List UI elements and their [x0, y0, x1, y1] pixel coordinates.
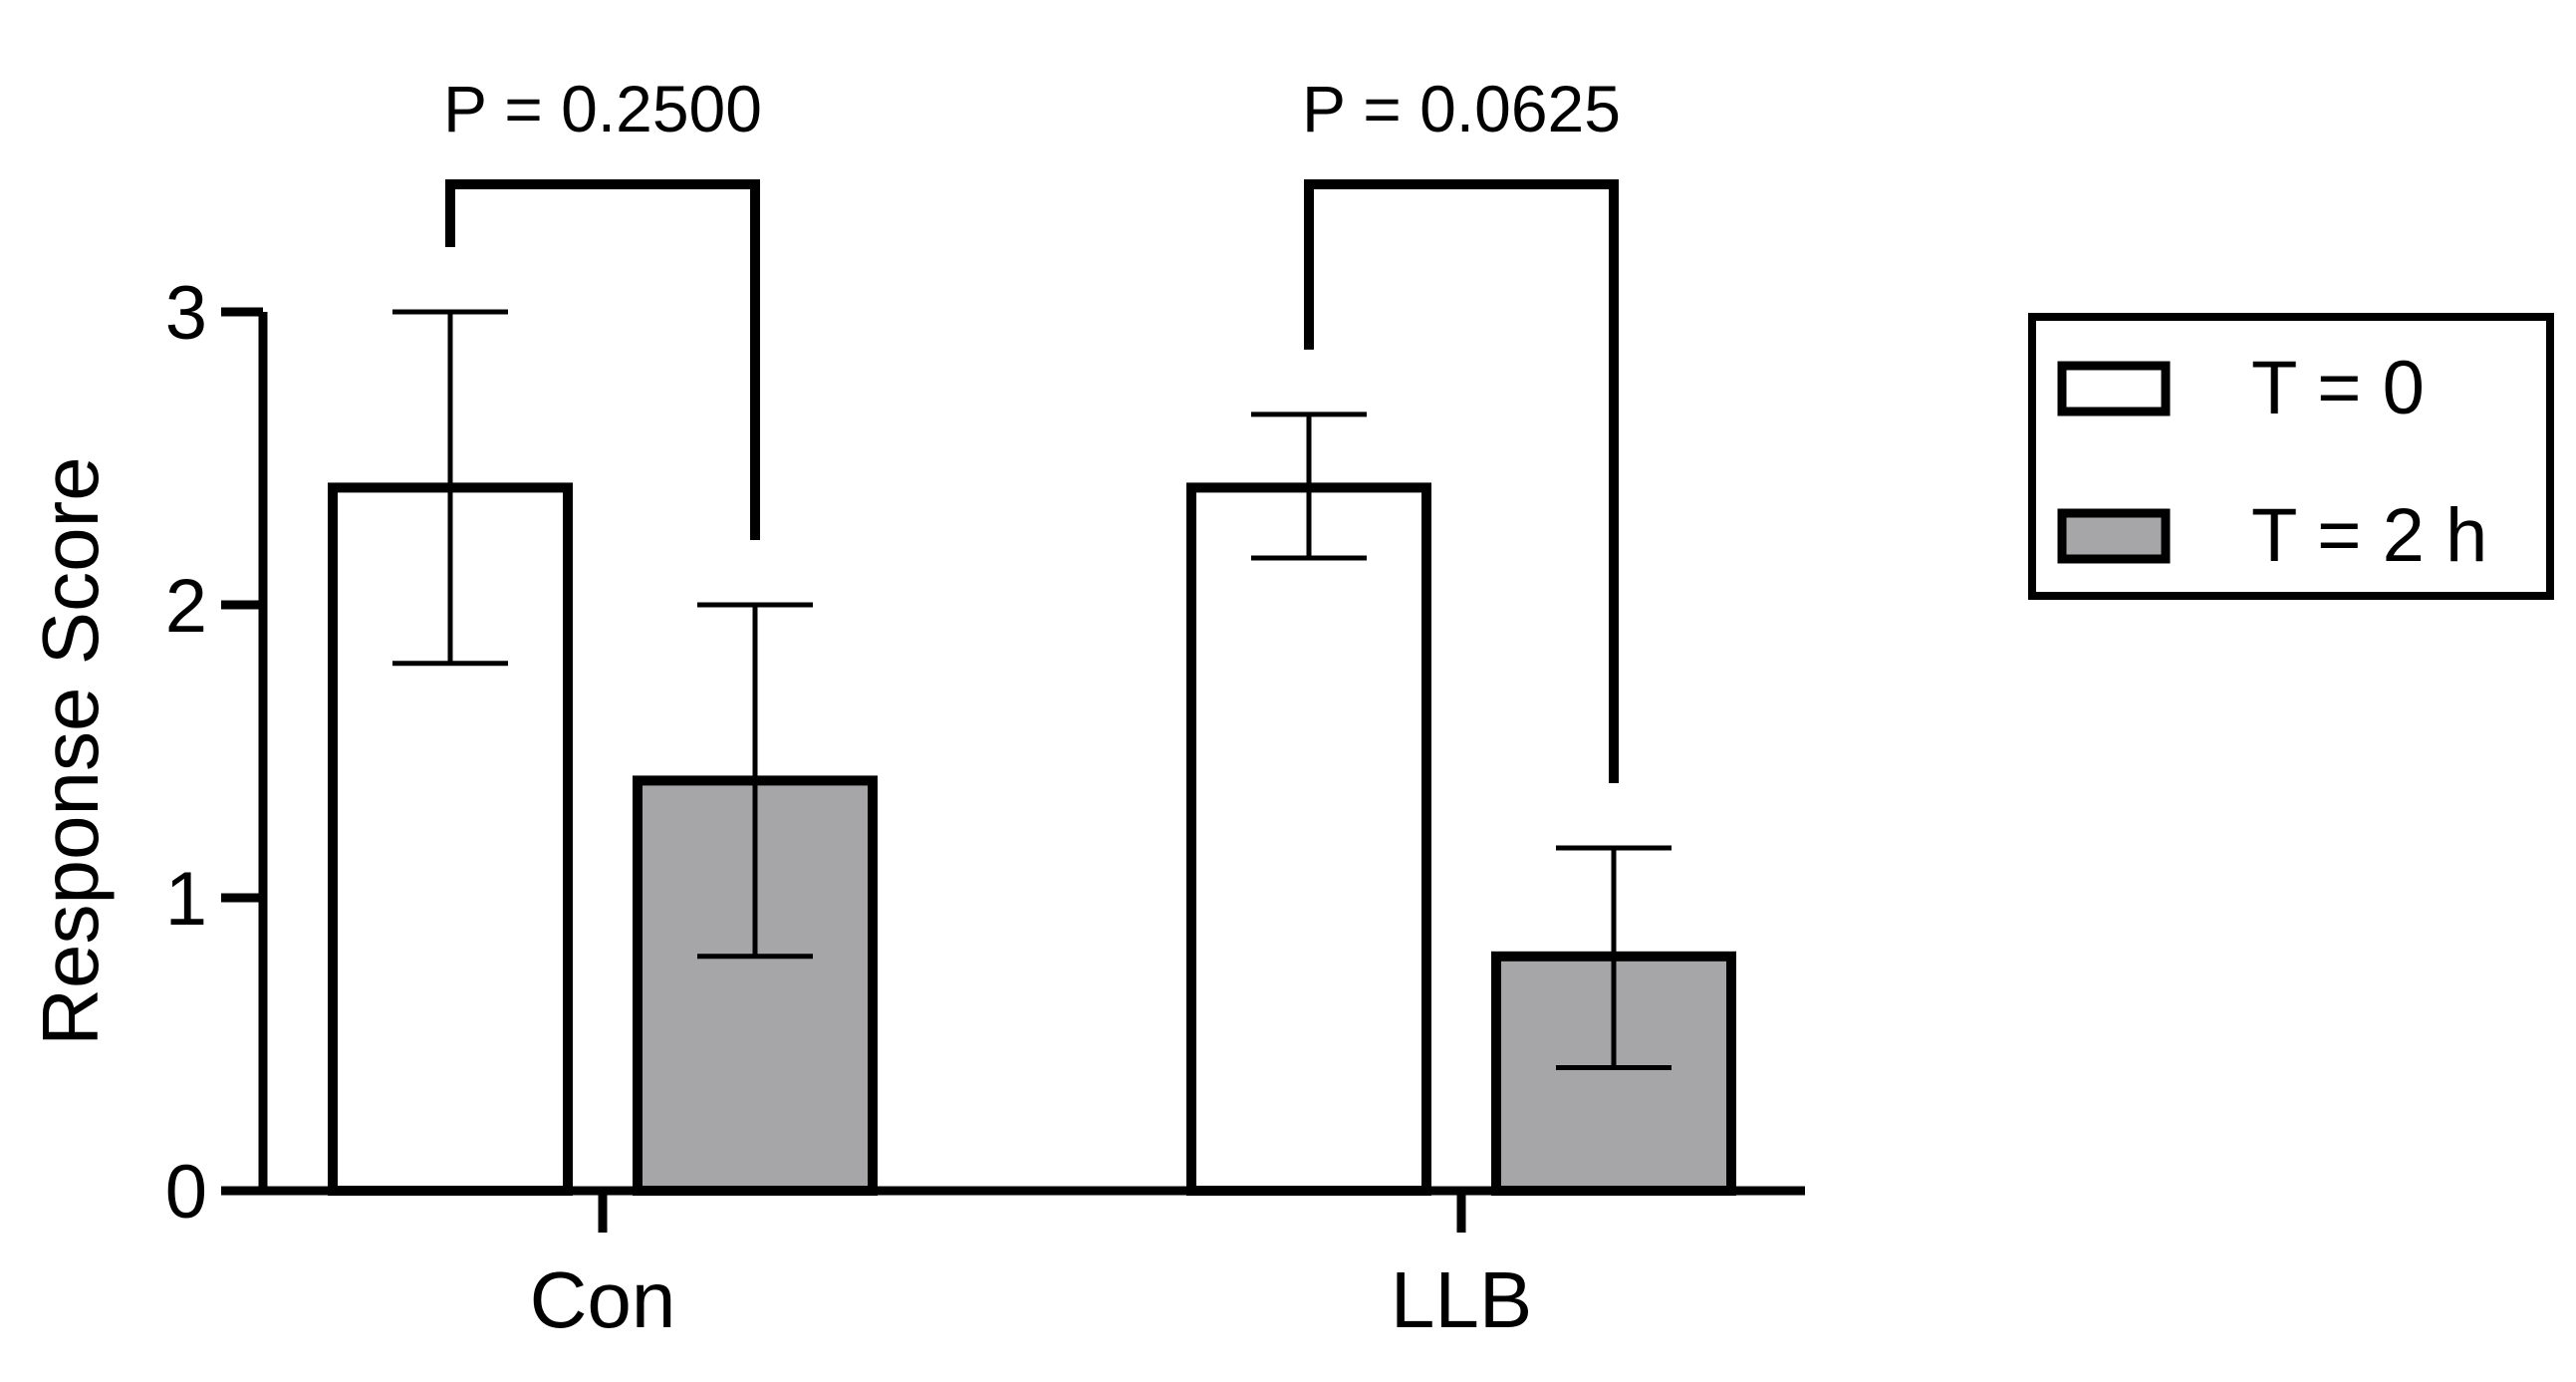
legend-label: T = 0 — [2251, 346, 2425, 430]
y-tick-label: 0 — [165, 1150, 207, 1235]
bar-llb-series-1 — [1186, 482, 1431, 1196]
x-tick-label: LLB — [1391, 1255, 1532, 1344]
bars — [328, 482, 1736, 1197]
significance-bracket — [1304, 179, 1619, 784]
p-value-label: P = 0.2500 — [443, 72, 762, 145]
significance-brackets: P = 0.2500 P = 0.0625 — [443, 72, 1621, 784]
y-tick-label: 1 — [165, 857, 207, 942]
error-bars — [392, 309, 1672, 1071]
p-value-label: P = 0.0625 — [1302, 72, 1621, 145]
axes: 0 1 2 3 Con LLB Response Score — [26, 271, 1805, 1344]
legend-swatch — [2057, 508, 2171, 564]
legend-label: T = 2 h — [2251, 493, 2487, 578]
legend: T = 0 T = 2 h — [2028, 313, 2554, 600]
y-axis-label: Response Score — [26, 456, 115, 1045]
significance-bracket — [445, 179, 760, 540]
y-tick-label: 2 — [165, 564, 207, 649]
legend-swatch — [2057, 361, 2171, 416]
x-tick-label: Con — [530, 1255, 676, 1344]
y-tick-label: 3 — [165, 271, 207, 356]
